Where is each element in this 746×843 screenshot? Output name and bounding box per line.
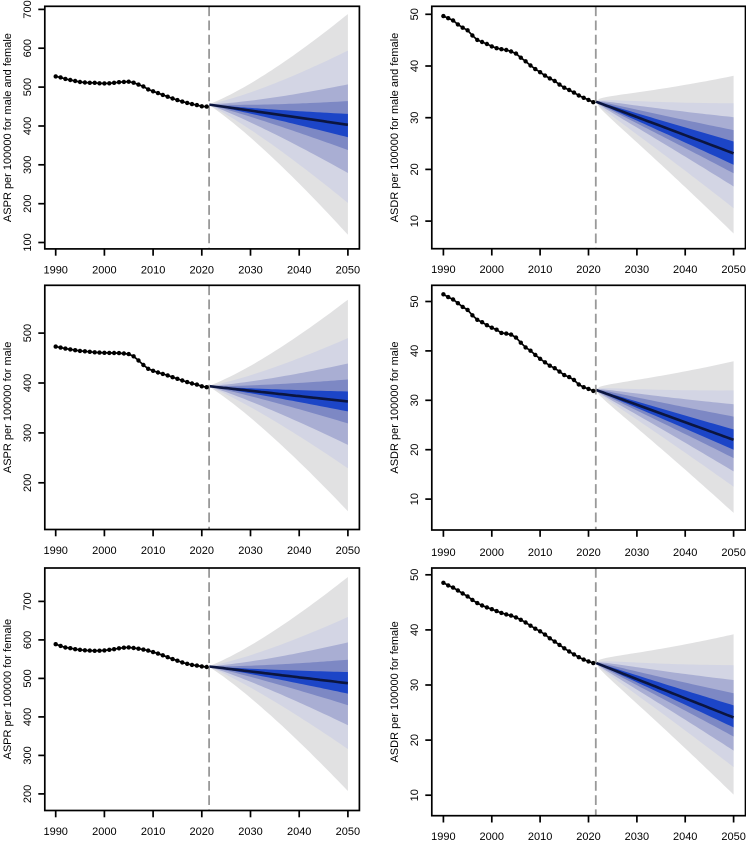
svg-text:500: 500 xyxy=(22,669,34,687)
svg-text:1990: 1990 xyxy=(43,264,67,276)
svg-text:200: 200 xyxy=(22,785,34,803)
svg-text:10: 10 xyxy=(409,493,421,505)
svg-text:100: 100 xyxy=(22,233,34,251)
svg-text:2040: 2040 xyxy=(673,264,697,276)
svg-text:ASDR per 100000 for male: ASDR per 100000 for male xyxy=(389,342,401,474)
svg-text:2020: 2020 xyxy=(576,547,600,559)
svg-text:ASPR per 100000 for male and f: ASPR per 100000 for male and female xyxy=(2,33,14,222)
svg-text:1990: 1990 xyxy=(43,545,67,557)
svg-text:30: 30 xyxy=(409,679,421,691)
svg-text:40: 40 xyxy=(409,624,421,636)
svg-text:400: 400 xyxy=(22,708,34,726)
svg-text:700: 700 xyxy=(22,0,34,18)
svg-text:2050: 2050 xyxy=(336,826,360,838)
svg-text:40: 40 xyxy=(409,60,421,72)
svg-text:2030: 2030 xyxy=(238,264,262,276)
svg-text:2020: 2020 xyxy=(576,831,600,843)
svg-text:2050: 2050 xyxy=(721,547,745,559)
svg-text:2020: 2020 xyxy=(190,545,214,557)
svg-text:30: 30 xyxy=(409,394,421,406)
svg-text:1990: 1990 xyxy=(431,264,455,276)
svg-text:2000: 2000 xyxy=(92,545,116,557)
svg-text:1990: 1990 xyxy=(431,831,455,843)
svg-text:1990: 1990 xyxy=(43,826,67,838)
svg-text:2020: 2020 xyxy=(190,826,214,838)
svg-text:200: 200 xyxy=(22,474,34,492)
svg-text:400: 400 xyxy=(22,374,34,392)
svg-text:2020: 2020 xyxy=(190,264,214,276)
svg-text:2000: 2000 xyxy=(480,831,504,843)
svg-text:200: 200 xyxy=(22,195,34,213)
svg-text:50: 50 xyxy=(409,569,421,581)
svg-text:2040: 2040 xyxy=(287,264,311,276)
svg-text:10: 10 xyxy=(409,789,421,801)
svg-text:2030: 2030 xyxy=(625,547,649,559)
svg-text:2030: 2030 xyxy=(625,831,649,843)
svg-text:20: 20 xyxy=(409,444,421,456)
svg-text:2010: 2010 xyxy=(141,545,165,557)
svg-text:300: 300 xyxy=(22,156,34,174)
svg-text:2040: 2040 xyxy=(673,547,697,559)
svg-text:2030: 2030 xyxy=(238,545,262,557)
svg-text:700: 700 xyxy=(22,592,34,610)
svg-text:2040: 2040 xyxy=(287,826,311,838)
svg-text:50: 50 xyxy=(409,8,421,20)
svg-text:2000: 2000 xyxy=(480,547,504,559)
svg-text:500: 500 xyxy=(22,324,34,342)
svg-text:2010: 2010 xyxy=(141,264,165,276)
svg-text:500: 500 xyxy=(22,78,34,96)
svg-text:2040: 2040 xyxy=(287,545,311,557)
svg-text:2040: 2040 xyxy=(673,831,697,843)
svg-text:1990: 1990 xyxy=(431,547,455,559)
svg-text:2010: 2010 xyxy=(528,831,552,843)
svg-text:400: 400 xyxy=(22,117,34,135)
svg-text:20: 20 xyxy=(409,163,421,175)
svg-text:ASDR per 100000 for male and f: ASDR per 100000 for male and female xyxy=(389,33,401,223)
svg-text:2050: 2050 xyxy=(721,264,745,276)
svg-text:2000: 2000 xyxy=(92,264,116,276)
svg-text:2020: 2020 xyxy=(576,264,600,276)
svg-text:300: 300 xyxy=(22,424,34,442)
svg-text:2010: 2010 xyxy=(528,547,552,559)
svg-text:2050: 2050 xyxy=(721,831,745,843)
svg-text:2030: 2030 xyxy=(238,826,262,838)
svg-text:50: 50 xyxy=(409,295,421,307)
svg-text:2000: 2000 xyxy=(92,826,116,838)
svg-text:10: 10 xyxy=(409,215,421,227)
svg-text:30: 30 xyxy=(409,112,421,124)
svg-text:2010: 2010 xyxy=(141,826,165,838)
svg-text:ASPR per 100000 for male: ASPR per 100000 for male xyxy=(2,342,14,473)
svg-text:300: 300 xyxy=(22,746,34,764)
svg-text:2000: 2000 xyxy=(480,264,504,276)
svg-text:40: 40 xyxy=(409,345,421,357)
svg-text:ASPR per 100000 for female: ASPR per 100000 for female xyxy=(2,619,14,760)
svg-text:2050: 2050 xyxy=(336,545,360,557)
svg-text:600: 600 xyxy=(22,39,34,57)
svg-text:600: 600 xyxy=(22,631,34,649)
svg-text:2030: 2030 xyxy=(625,264,649,276)
svg-text:ASDR per 100000 for female: ASDR per 100000 for female xyxy=(389,621,401,762)
svg-text:2050: 2050 xyxy=(336,264,360,276)
svg-text:2010: 2010 xyxy=(528,264,552,276)
svg-text:20: 20 xyxy=(409,734,421,746)
